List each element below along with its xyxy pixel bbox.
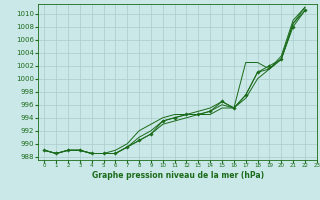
- X-axis label: Graphe pression niveau de la mer (hPa): Graphe pression niveau de la mer (hPa): [92, 171, 264, 180]
